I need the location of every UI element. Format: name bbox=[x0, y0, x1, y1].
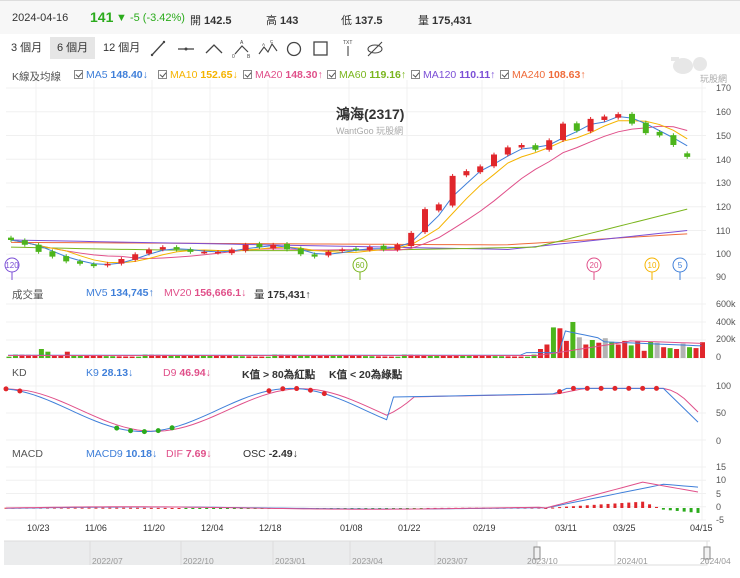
macd-axis-tick: 15 bbox=[716, 462, 726, 472]
kd-note-green: K值 < 20為綠點 bbox=[329, 367, 402, 382]
svg-text:60: 60 bbox=[356, 261, 365, 270]
x-axis-tick: 01/22 bbox=[398, 523, 421, 533]
svg-text:5: 5 bbox=[678, 261, 683, 270]
volume-legend: 成交量 MV5 134,745↑ MV20 156,666.1↓ 量 175,4… bbox=[0, 287, 740, 301]
svg-text:10: 10 bbox=[648, 261, 657, 270]
mv5-legend: MV5 134,745↑ bbox=[86, 287, 154, 299]
x-axis-tick: 02/19 bbox=[473, 523, 496, 533]
k9-name: K9 bbox=[86, 367, 99, 379]
navigator-label: 2023/04 bbox=[352, 556, 383, 566]
dif-arrow: ↓ bbox=[206, 448, 211, 460]
d9-name: D9 bbox=[163, 367, 176, 379]
volume-axis-tick: 600k bbox=[716, 299, 736, 309]
k9-value: 28.13 bbox=[102, 367, 128, 379]
price-axis-tick: 100 bbox=[716, 249, 731, 259]
x-axis-tick: 12/04 bbox=[201, 523, 224, 533]
navigator-label: 2023/10 bbox=[527, 556, 558, 566]
price-axis-tick: 140 bbox=[716, 155, 731, 165]
navigator-label: 2023/07 bbox=[437, 556, 468, 566]
kd-axis-tick: 50 bbox=[716, 408, 726, 418]
mv20-legend: MV20 156,666.1↓ bbox=[164, 287, 246, 299]
navigator-label: 2024/01 bbox=[617, 556, 648, 566]
kd-axis-tick: 100 bbox=[716, 381, 731, 391]
macd-axis-tick: 5 bbox=[716, 489, 721, 499]
dif-legend: DIF 7.69↓ bbox=[166, 448, 212, 460]
macd-label: MACD bbox=[12, 448, 43, 460]
navigator-label: 2023/01 bbox=[275, 556, 306, 566]
mv5-value: 134,745 bbox=[111, 287, 149, 299]
macd9-arrow: ↓ bbox=[152, 448, 157, 460]
price-axis-tick: 90 bbox=[716, 272, 726, 282]
d9-arrow: ↓ bbox=[206, 367, 211, 379]
price-axis-tick: 110 bbox=[716, 226, 730, 236]
d9-legend: D9 46.94↓ bbox=[163, 367, 211, 379]
mv20-name: MV20 bbox=[164, 287, 191, 299]
osc-legend: OSC -2.49↓ bbox=[243, 448, 298, 460]
macd-axis-tick: 0 bbox=[716, 502, 721, 512]
mv20-arrow: ↓ bbox=[241, 287, 246, 299]
d9-value: 46.94 bbox=[179, 367, 205, 379]
vol-name: 量 bbox=[254, 289, 265, 301]
price-axis-tick: 130 bbox=[716, 178, 731, 188]
mv20-value: 156,666.1 bbox=[194, 287, 241, 299]
x-axis-tick: 04/15 bbox=[690, 523, 713, 533]
osc-name: OSC bbox=[243, 448, 266, 460]
chart-subtitle: WantGoo 玩股網 bbox=[336, 124, 403, 137]
kd-label: KD bbox=[12, 367, 27, 379]
x-axis-tick: 03/25 bbox=[613, 523, 636, 533]
chart-title: 鴻海(2317) bbox=[336, 104, 404, 124]
price-axis-tick: 120 bbox=[716, 202, 731, 212]
navigator-label: 2022/07 bbox=[92, 556, 123, 566]
macd-legend: MACD MACD9 10.18↓ DIF 7.69↓ OSC -2.49↓ bbox=[0, 448, 740, 462]
vol-value: 175,431 bbox=[267, 289, 305, 301]
navigator-label: 2022/10 bbox=[183, 556, 214, 566]
volume-axis-tick: 200k bbox=[716, 334, 736, 344]
k9-legend: K9 28.13↓ bbox=[86, 367, 133, 379]
x-axis-tick: 10/23 bbox=[27, 523, 50, 533]
mv5-name: MV5 bbox=[86, 287, 108, 299]
kd-axis-tick: 0 bbox=[716, 436, 721, 446]
volume-axis-tick: 400k bbox=[716, 317, 736, 327]
k9-arrow: ↓ bbox=[128, 367, 133, 379]
vol-arrow: ↑ bbox=[305, 289, 310, 301]
volume-label: 成交量 bbox=[12, 287, 44, 302]
macd-axis-tick: -5 bbox=[716, 515, 724, 525]
macd9-legend: MACD9 10.18↓ bbox=[86, 448, 157, 460]
dif-value: 7.69 bbox=[186, 448, 206, 460]
price-axis-tick: 170 bbox=[716, 83, 731, 93]
x-axis-tick: 03/11 bbox=[555, 523, 577, 533]
kd-note-red: K值 > 80為紅點 bbox=[242, 367, 315, 382]
x-axis-tick: 11/20 bbox=[143, 523, 165, 533]
osc-arrow: ↓ bbox=[293, 448, 298, 460]
x-axis-tick: 12/18 bbox=[259, 523, 282, 533]
vol-legend: 量 175,431↑ bbox=[254, 287, 311, 302]
svg-text:120: 120 bbox=[5, 261, 19, 270]
kd-legend: KD K9 28.13↓ D9 46.94↓ K值 > 80為紅點 K值 < 2… bbox=[0, 367, 740, 381]
navigator-label: 2024/04 bbox=[700, 556, 731, 566]
macd9-value: 10.18 bbox=[126, 448, 152, 460]
price-axis-tick: 150 bbox=[716, 131, 731, 141]
mv5-arrow: ↑ bbox=[148, 287, 153, 299]
volume-axis-tick: 0 bbox=[716, 352, 721, 362]
osc-value: -2.49 bbox=[269, 448, 293, 460]
x-axis-tick: 11/06 bbox=[85, 523, 107, 533]
dif-name: DIF bbox=[166, 448, 183, 460]
price-axis-tick: 160 bbox=[716, 107, 731, 117]
svg-text:20: 20 bbox=[590, 261, 599, 270]
macd9-name: MACD9 bbox=[86, 448, 123, 460]
x-axis-tick: 01/08 bbox=[340, 523, 363, 533]
macd-axis-tick: 10 bbox=[716, 475, 726, 485]
